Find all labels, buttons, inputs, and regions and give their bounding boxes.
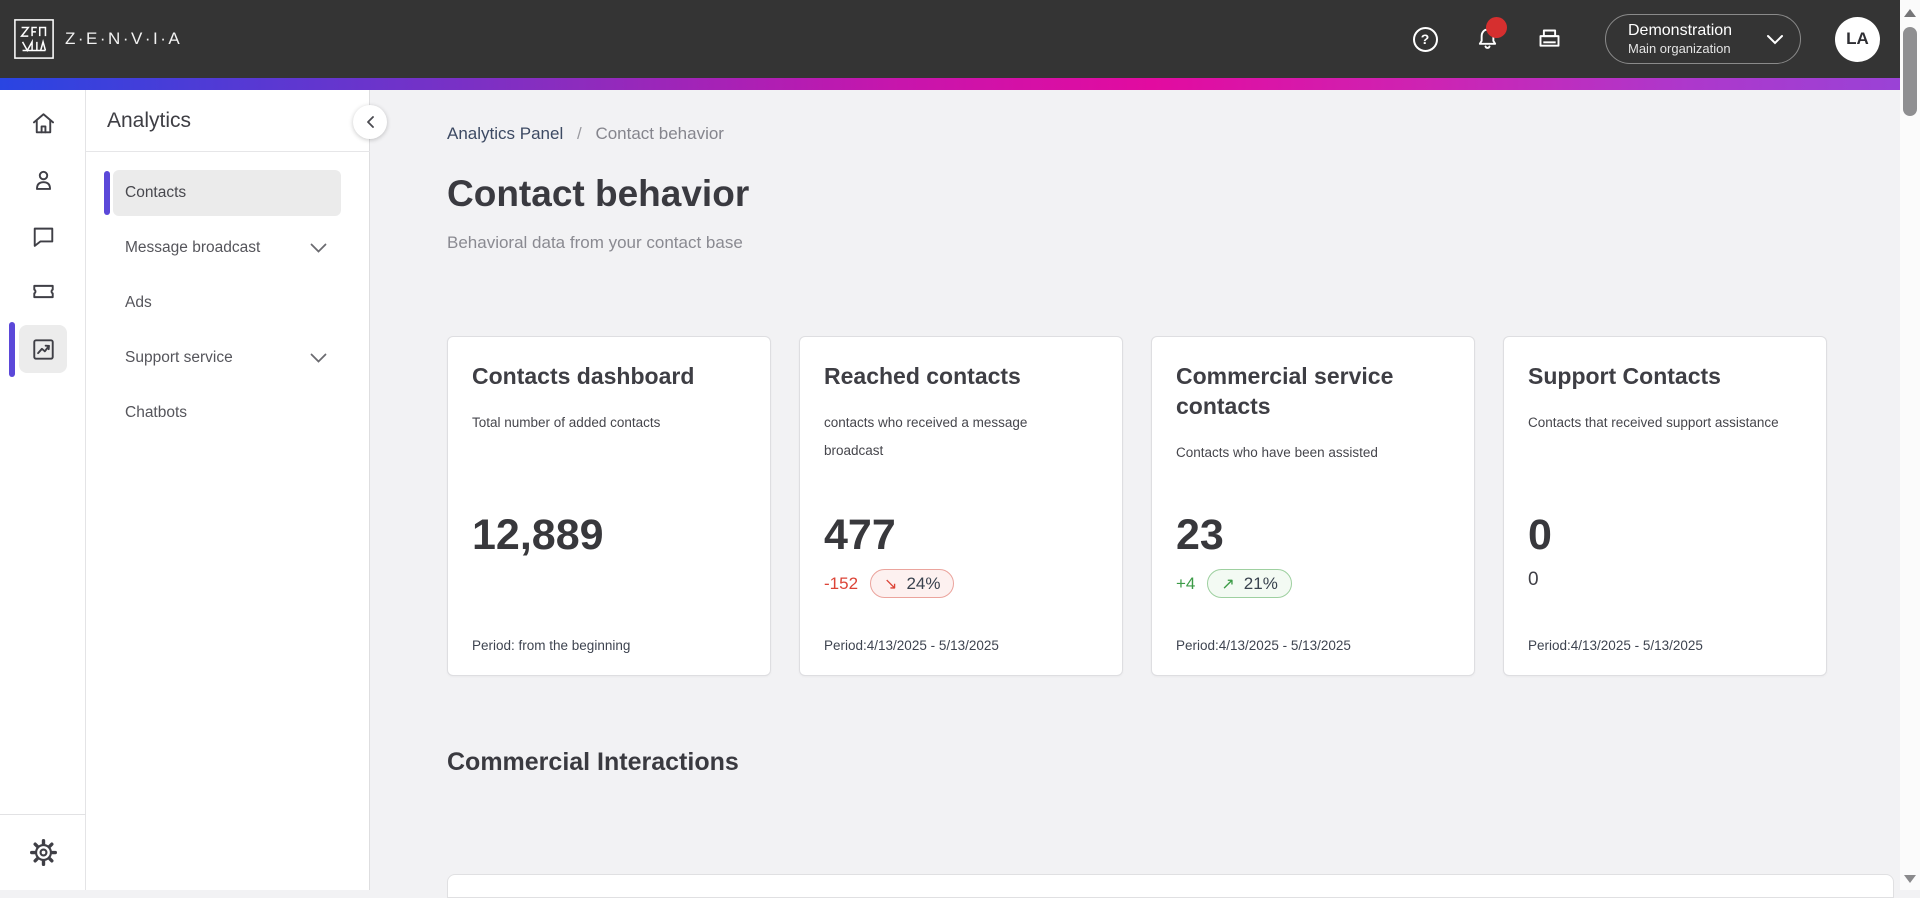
organization-role: Main organization	[1628, 41, 1731, 56]
rail-divider	[0, 814, 86, 815]
card-delta-row: +4 ↗ 21%	[1176, 569, 1292, 598]
active-rail-indicator	[9, 322, 15, 377]
zenvia-brand: Z·E·N·V·I·A	[13, 18, 182, 60]
card-period: Period:4/13/2025 - 5/13/2025	[1176, 638, 1351, 653]
topbar: Z·E·N·V·I·A ? Demonstration Main organiz…	[0, 0, 1920, 78]
help-button[interactable]: ?	[1411, 25, 1439, 53]
sidebar-item-message-broadcast[interactable]: Message broadcast	[113, 225, 341, 271]
card-delta-row: 0	[1528, 569, 1539, 591]
organization-switcher[interactable]: Demonstration Main organization	[1605, 14, 1801, 64]
sidebar-item-support-service[interactable]: Support service	[113, 335, 341, 381]
sidebar-item-label: Support service	[125, 349, 233, 366]
breadcrumb-analytics-panel[interactable]: Analytics Panel	[447, 124, 564, 143]
chevron-left-icon	[367, 116, 374, 128]
user-avatar[interactable]: LA	[1835, 16, 1880, 62]
organization-name: Demonstration	[1628, 22, 1733, 39]
card-value: 477	[824, 511, 896, 559]
card-reached-contacts: Reached contacts contacts who received a…	[799, 336, 1123, 676]
notification-badge	[1486, 17, 1507, 38]
card-description: Total number of added contacts	[472, 415, 661, 430]
section-title-commercial-interactions: Commercial Interactions	[447, 748, 739, 776]
rail-item-contacts[interactable]	[19, 156, 67, 204]
kpi-cards-row: Contacts dashboard Total number of added…	[447, 336, 1827, 676]
breadcrumb-current: Contact behavior	[595, 124, 724, 143]
ticket-icon	[32, 284, 54, 298]
card-period: Period:4/13/2025 - 5/13/2025	[824, 638, 999, 653]
delta-value: -152	[824, 573, 859, 593]
rail-item-tickets[interactable]	[19, 267, 67, 315]
sidebar-title: Analytics	[107, 109, 192, 132]
sidebar-item-contacts[interactable]: Contacts	[104, 170, 341, 216]
sidebar-item-ads[interactable]: Ads	[113, 280, 341, 326]
rail-item-settings[interactable]	[19, 828, 67, 876]
page-subtitle: Behavioral data from your contact base	[447, 233, 743, 252]
brand-wordmark: Z·E·N·V·I·A	[65, 29, 183, 48]
gear-icon	[29, 838, 57, 866]
card-value: 23	[1176, 511, 1224, 559]
rail-item-analytics[interactable]	[19, 325, 67, 373]
delta-value: +4	[1176, 573, 1196, 593]
card-title: Reached contacts	[824, 363, 1021, 389]
sidebar-divider	[86, 151, 370, 152]
breadcrumb-separator: /	[576, 124, 582, 143]
card-title: Support Contacts	[1528, 363, 1721, 389]
card-title: Contacts dashboard	[472, 363, 695, 389]
arrow-up-right-icon: ↗	[1221, 575, 1235, 593]
scrollbar-down-arrow[interactable]	[1904, 875, 1916, 883]
card-description: Contacts that received support assistanc…	[1528, 415, 1779, 430]
chevron-down-icon	[310, 243, 327, 253]
commercial-interactions-card	[447, 874, 1894, 898]
trend-percent: 21%	[1243, 573, 1278, 593]
page-scrollbar[interactable]	[1900, 0, 1920, 890]
card-description: Contacts who have been assisted	[1176, 445, 1378, 460]
trend-badge: ↘ 24%	[870, 569, 955, 598]
brand-gradient-bar	[0, 78, 1920, 90]
notifications-button[interactable]	[1473, 17, 1507, 53]
chat-bubble-icon	[33, 227, 53, 247]
card-description: contacts who received a message broadcas…	[824, 415, 1028, 458]
analytics-sidebar: Analytics Contacts Message broadcast Ads…	[86, 90, 370, 890]
card-value: 0	[1528, 511, 1552, 559]
printer-icon	[1539, 29, 1559, 47]
delta-value: 0	[1528, 569, 1539, 590]
card-delta-row: -152 ↘ 24%	[824, 569, 955, 598]
chevron-down-icon	[1767, 34, 1783, 44]
main-content: Analytics Panel / Contact behavior Conta…	[370, 90, 1900, 898]
sidebar-item-label: Chatbots	[125, 404, 188, 421]
icon-rail	[0, 90, 86, 890]
card-period: Period:4/13/2025 - 5/13/2025	[1528, 638, 1703, 653]
trend-badge: ↗ 21%	[1207, 569, 1292, 598]
rail-item-home[interactable]	[19, 99, 67, 147]
card-contacts-dashboard: Contacts dashboard Total number of added…	[447, 336, 771, 676]
sidebar-item-label: Ads	[125, 294, 152, 311]
help-icon: ?	[1412, 26, 1438, 52]
print-button[interactable]	[1535, 25, 1563, 53]
card-commercial-service-contacts: Commercial service contacts Contacts who…	[1151, 336, 1475, 676]
page-title: Contact behavior	[447, 173, 750, 214]
scrollbar-up-arrow[interactable]	[1904, 9, 1916, 17]
sidebar-item-label: Contacts	[125, 184, 187, 201]
scrollbar-thumb[interactable]	[1903, 27, 1917, 116]
home-icon	[32, 112, 54, 133]
trend-percent: 24%	[906, 573, 941, 593]
card-value: 12,889	[472, 511, 604, 559]
sidebar-collapse-button[interactable]	[353, 105, 387, 139]
zenvia-logo-icon	[14, 19, 54, 59]
sidebar-item-label: Message broadcast	[125, 239, 261, 256]
chevron-down-icon	[310, 353, 327, 363]
arrow-down-right-icon: ↘	[884, 575, 898, 593]
card-period: Period: from the beginning	[472, 638, 631, 653]
line-chart-icon	[32, 338, 54, 360]
card-title: Commercial service contacts	[1176, 363, 1394, 419]
person-icon	[35, 170, 51, 190]
card-support-contacts: Support Contacts Contacts that received …	[1503, 336, 1827, 676]
rail-item-conversations[interactable]	[19, 212, 67, 260]
active-item-indicator	[104, 171, 110, 215]
breadcrumb: Analytics Panel / Contact behavior	[447, 124, 724, 144]
sidebar-item-chatbots[interactable]: Chatbots	[113, 390, 341, 436]
